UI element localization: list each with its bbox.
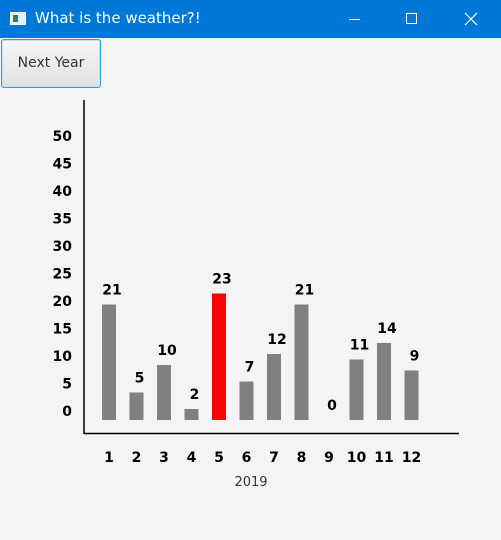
x-tick-label: 5 bbox=[214, 450, 224, 466]
y-tick-label: 10 bbox=[53, 349, 73, 365]
bar-month-12 bbox=[404, 370, 419, 420]
minimize-button[interactable] bbox=[325, 0, 383, 38]
y-tick-label: 15 bbox=[53, 322, 72, 338]
y-tick-label: 35 bbox=[53, 212, 72, 228]
bar-month-10 bbox=[349, 359, 364, 420]
data-label-month-9: 0 bbox=[327, 398, 337, 414]
maximize-button[interactable] bbox=[383, 0, 441, 38]
x-tick-label: 8 bbox=[297, 450, 307, 466]
x-tick-label: 6 bbox=[242, 450, 252, 466]
close-button[interactable] bbox=[441, 0, 499, 38]
data-label-month-6: 7 bbox=[245, 360, 255, 376]
data-label-month-3: 10 bbox=[157, 343, 177, 359]
maximize-icon bbox=[406, 13, 417, 24]
app-icon bbox=[10, 12, 26, 25]
y-tick-label: 25 bbox=[53, 267, 72, 283]
y-tick-label: 45 bbox=[53, 157, 72, 173]
data-label-month-10: 11 bbox=[350, 338, 369, 354]
x-tick-label: 12 bbox=[402, 450, 421, 466]
bar-month-3 bbox=[157, 365, 171, 420]
data-label-month-11: 14 bbox=[377, 321, 397, 337]
data-label-month-12: 9 bbox=[410, 349, 420, 365]
y-tick-label: 0 bbox=[62, 404, 72, 420]
x-tick-label: 2 bbox=[132, 450, 142, 466]
y-tick-label: 40 bbox=[53, 184, 73, 200]
data-label-month-7: 12 bbox=[267, 332, 286, 348]
y-axis-ticks: 0 5 10 15 20 25 30 35 40 45 50 bbox=[53, 129, 73, 420]
data-label-month-8: 21 bbox=[295, 283, 314, 299]
y-tick-label: 30 bbox=[53, 239, 73, 255]
title-bar[interactable]: What is the weather?! bbox=[0, 0, 501, 38]
x-tick-label: 7 bbox=[269, 450, 279, 466]
bar-month-1 bbox=[102, 304, 116, 420]
bar-month-7 bbox=[267, 354, 281, 420]
next-year-button[interactable]: Next Year bbox=[1, 39, 101, 88]
data-label-month-2: 5 bbox=[135, 371, 145, 387]
y-tick-label: 50 bbox=[53, 129, 73, 145]
bar-month-5 bbox=[212, 293, 226, 420]
bar-month-8 bbox=[294, 304, 309, 420]
bar-month-4 bbox=[184, 409, 199, 420]
x-tick-label: 1 bbox=[104, 450, 114, 466]
x-tick-label: 3 bbox=[159, 450, 169, 466]
bar-month-6 bbox=[239, 381, 254, 420]
bar-month-11 bbox=[377, 343, 391, 420]
data-labels: 21 5 10 2 23 7 12 21 0 11 14 9 bbox=[102, 272, 419, 415]
data-label-month-5: 23 bbox=[212, 272, 231, 288]
window-title: What is the weather?! bbox=[35, 9, 201, 27]
minimize-icon bbox=[349, 19, 360, 20]
y-tick-label: 5 bbox=[62, 377, 72, 393]
x-tick-label: 10 bbox=[347, 450, 367, 466]
y-tick-label: 20 bbox=[53, 294, 73, 310]
x-axis-ticks: 1 2 3 4 5 6 7 8 9 10 11 12 bbox=[104, 450, 421, 466]
data-label-month-4: 2 bbox=[190, 387, 200, 403]
bar-month-2 bbox=[129, 392, 144, 420]
x-tick-label: 9 bbox=[324, 450, 334, 466]
data-label-month-1: 21 bbox=[102, 283, 121, 299]
x-tick-label: 11 bbox=[374, 450, 393, 466]
x-tick-label: 4 bbox=[187, 450, 197, 466]
close-icon bbox=[464, 12, 478, 26]
bars bbox=[102, 293, 419, 420]
x-axis-label: 2019 bbox=[234, 475, 268, 490]
